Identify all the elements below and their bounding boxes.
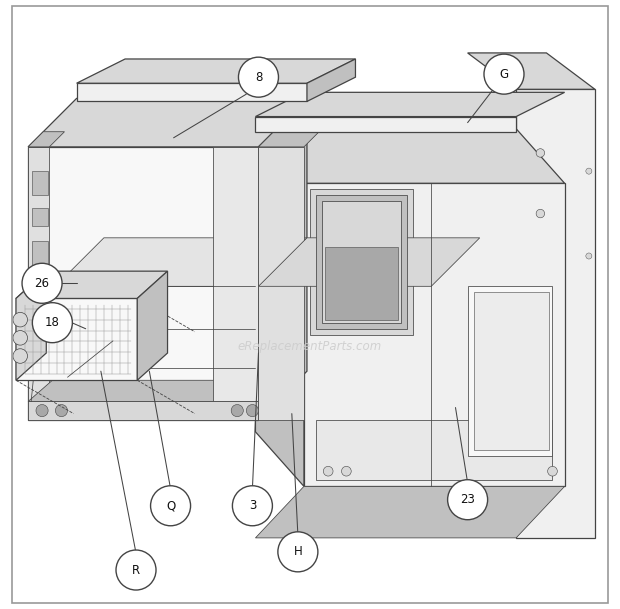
- Circle shape: [36, 404, 48, 417]
- Polygon shape: [304, 183, 565, 487]
- Polygon shape: [259, 99, 307, 420]
- Circle shape: [484, 54, 524, 94]
- Polygon shape: [55, 238, 307, 286]
- Polygon shape: [322, 202, 401, 323]
- Circle shape: [246, 404, 259, 417]
- Polygon shape: [255, 128, 565, 183]
- Circle shape: [278, 532, 318, 572]
- Text: 18: 18: [45, 316, 60, 329]
- Polygon shape: [16, 271, 167, 298]
- Text: eReplacementParts.com: eReplacementParts.com: [238, 340, 382, 353]
- Polygon shape: [28, 401, 259, 420]
- Circle shape: [536, 209, 544, 218]
- Circle shape: [151, 486, 190, 526]
- Polygon shape: [28, 147, 50, 420]
- Polygon shape: [32, 208, 48, 226]
- Polygon shape: [77, 59, 355, 83]
- Text: R: R: [132, 563, 140, 577]
- Circle shape: [13, 331, 27, 345]
- Text: H: H: [293, 545, 303, 558]
- Polygon shape: [255, 93, 565, 116]
- Circle shape: [116, 550, 156, 590]
- Polygon shape: [516, 90, 595, 538]
- Polygon shape: [310, 189, 413, 335]
- Polygon shape: [77, 83, 307, 102]
- Circle shape: [342, 466, 351, 476]
- Circle shape: [13, 349, 27, 364]
- Polygon shape: [259, 238, 480, 286]
- Text: G: G: [500, 68, 508, 80]
- Polygon shape: [255, 128, 304, 487]
- Circle shape: [448, 480, 487, 519]
- Polygon shape: [137, 271, 167, 380]
- Circle shape: [13, 312, 27, 327]
- Polygon shape: [474, 292, 549, 450]
- Circle shape: [55, 404, 68, 417]
- Circle shape: [586, 168, 592, 174]
- Circle shape: [22, 263, 62, 303]
- Polygon shape: [316, 420, 552, 481]
- Polygon shape: [316, 195, 407, 329]
- Polygon shape: [255, 116, 516, 132]
- Text: 3: 3: [249, 499, 256, 512]
- Circle shape: [32, 303, 73, 343]
- Polygon shape: [259, 147, 304, 420]
- Circle shape: [547, 466, 557, 476]
- Polygon shape: [28, 147, 259, 420]
- Polygon shape: [32, 241, 48, 265]
- Circle shape: [586, 253, 592, 259]
- Circle shape: [231, 404, 243, 417]
- Polygon shape: [32, 171, 48, 195]
- Polygon shape: [32, 274, 48, 304]
- Polygon shape: [28, 132, 64, 147]
- Text: Q: Q: [166, 499, 175, 512]
- Polygon shape: [467, 286, 552, 456]
- Circle shape: [232, 486, 272, 526]
- Text: 23: 23: [460, 493, 475, 506]
- Circle shape: [324, 466, 333, 476]
- Polygon shape: [255, 487, 565, 538]
- Polygon shape: [28, 99, 307, 147]
- Text: 26: 26: [35, 276, 50, 290]
- Polygon shape: [28, 380, 283, 401]
- Polygon shape: [307, 59, 355, 102]
- Circle shape: [536, 331, 544, 339]
- Polygon shape: [16, 298, 137, 380]
- Polygon shape: [467, 53, 595, 90]
- Circle shape: [536, 149, 544, 157]
- Polygon shape: [32, 311, 48, 347]
- Circle shape: [536, 434, 544, 442]
- Polygon shape: [213, 147, 259, 401]
- Polygon shape: [259, 99, 352, 147]
- Polygon shape: [16, 271, 46, 380]
- Circle shape: [239, 57, 278, 97]
- Text: 8: 8: [255, 71, 262, 83]
- Polygon shape: [325, 247, 398, 320]
